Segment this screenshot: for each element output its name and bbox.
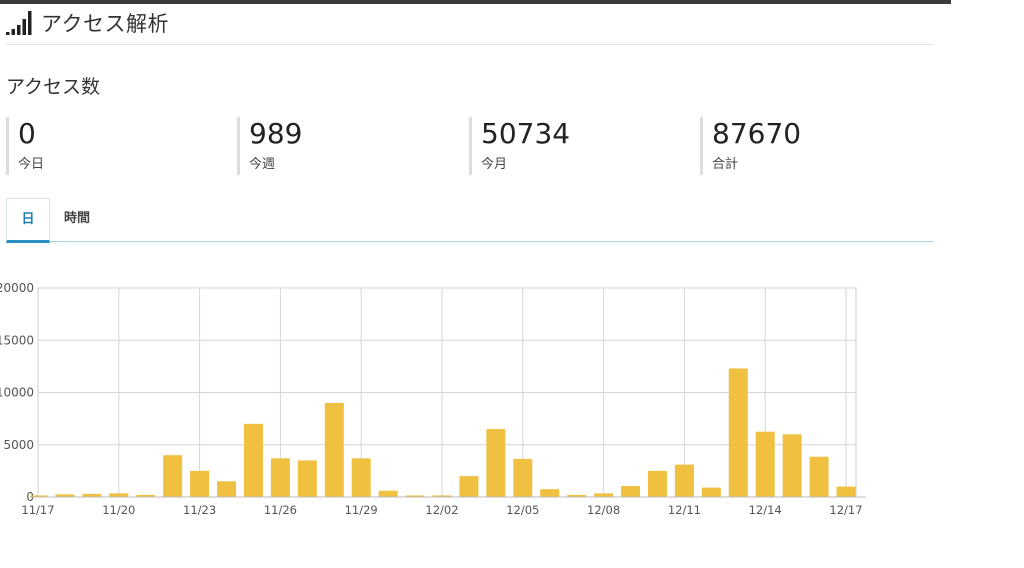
x-tick-label: 11/26	[264, 503, 297, 517]
signal-bars-icon	[6, 10, 36, 36]
stats-row: 0 今日 989 今週 50734 今月 87670 合計	[6, 117, 933, 175]
bar	[459, 476, 479, 497]
bar	[270, 458, 290, 497]
y-tick-label: 10000	[0, 386, 34, 400]
bar	[755, 431, 775, 497]
bar	[540, 489, 560, 497]
bar	[621, 486, 641, 497]
stat-value: 50734	[481, 117, 571, 150]
stat-label: 今週	[249, 157, 276, 172]
bar	[567, 494, 587, 497]
bar	[486, 429, 506, 497]
stat-month: 50734 今月	[469, 117, 570, 175]
tab-hour[interactable]: 時間	[63, 211, 90, 226]
x-tick-label: 11/17	[21, 503, 54, 517]
bar	[82, 493, 102, 497]
y-tick-label: 20000	[0, 281, 34, 295]
bar	[432, 495, 452, 497]
bar	[782, 434, 802, 497]
bar	[297, 460, 317, 497]
x-tick-label: 11/29	[345, 503, 378, 517]
x-tick-label: 11/23	[183, 503, 216, 517]
bar	[378, 490, 398, 497]
bar	[324, 402, 344, 497]
x-tick-label: 12/14	[749, 503, 782, 517]
bar	[351, 458, 371, 497]
section-title: アクセス数	[6, 76, 101, 98]
bar	[136, 494, 156, 497]
stat-value: 0	[18, 117, 36, 150]
y-tick-label: 15000	[0, 333, 34, 347]
bar	[728, 368, 748, 497]
stat-value: 989	[249, 117, 303, 150]
stat-week: 989 今週	[237, 117, 302, 175]
bar	[190, 470, 210, 497]
stat-label: 今月	[481, 157, 508, 172]
bar	[109, 493, 129, 497]
x-tick-label: 12/11	[668, 503, 701, 517]
bar	[513, 458, 533, 497]
header-divider	[6, 44, 933, 45]
bar	[674, 464, 694, 497]
page-header: アクセス解析	[6, 8, 169, 38]
x-tick-label: 12/02	[425, 503, 458, 517]
bar	[405, 495, 425, 497]
bar	[809, 456, 829, 497]
top-rule	[0, 0, 951, 4]
tab-day[interactable]: 日	[6, 198, 50, 243]
bar	[594, 493, 614, 497]
bar	[647, 470, 667, 497]
bar	[30, 495, 48, 497]
bar	[55, 494, 75, 497]
bar	[701, 487, 721, 497]
page-title: アクセス解析	[41, 12, 169, 36]
stat-value: 87670	[712, 117, 802, 150]
bar	[836, 486, 856, 497]
stat-today: 0 今日	[6, 117, 44, 175]
bar	[163, 455, 183, 497]
y-tick-label: 5000	[3, 438, 34, 452]
period-tabs: 日 時間	[6, 198, 933, 243]
stat-total: 87670 合計	[700, 117, 801, 175]
stat-label: 今日	[18, 157, 45, 172]
stat-label: 合計	[712, 157, 739, 172]
x-tick-label: 12/05	[506, 503, 539, 517]
bar	[243, 423, 263, 497]
bar	[217, 481, 237, 497]
x-tick-label: 12/17	[829, 503, 862, 517]
x-tick-label: 11/20	[102, 503, 135, 517]
access-bar-chart: 0500010000150002000011/1711/2011/2311/26…	[0, 281, 866, 517]
x-tick-label: 12/08	[587, 503, 620, 517]
